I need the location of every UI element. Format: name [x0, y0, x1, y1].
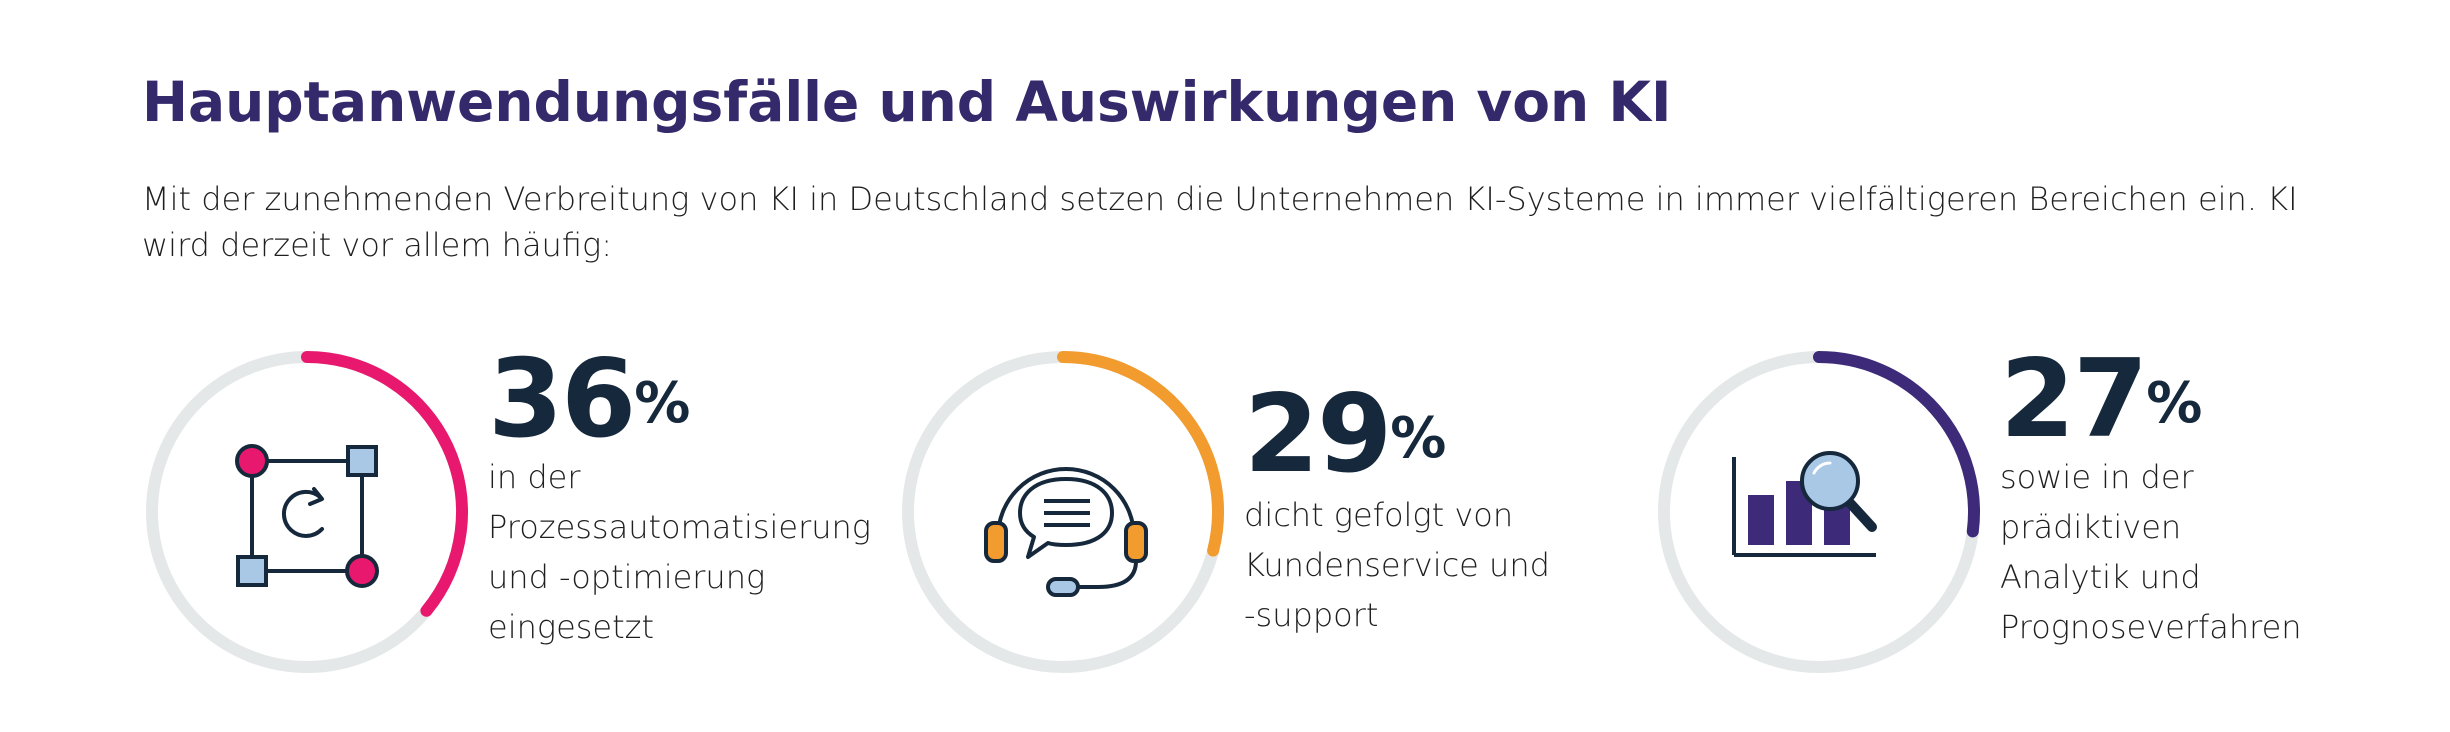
stat-number: 27: [2000, 337, 2148, 462]
stat-process-automation: 36% in der Prozessautomatisierung und -o…: [142, 0, 871, 732]
donut-ring: [1654, 347, 1984, 677]
stat-predictive-analytics: 27% sowie in der prädiktiven Analytik un…: [1654, 0, 2354, 732]
desc-line: Prozessautomatisierung: [488, 508, 871, 546]
desc-line: eingesetzt: [488, 608, 654, 646]
desc-line: und -optimierung: [488, 558, 766, 596]
desc-line: Prognoseverfahren: [2000, 608, 2302, 646]
donut-arc: [301, 351, 468, 617]
stat-description: in der Prozessautomatisierung und -optim…: [488, 452, 871, 652]
intro-text: Mit der zunehmenden Verbreitung von KI i…: [142, 180, 2298, 264]
desc-line: Kundenservice und: [1244, 546, 1550, 584]
desc-line: prädiktiven: [2000, 508, 2182, 546]
page-title: Hauptanwendungsfälle und Auswirkungen vo…: [142, 70, 1672, 134]
customer-service-headset-icon: [984, 467, 1148, 597]
stat-value: 27%: [2000, 345, 2202, 455]
stat-description: sowie in der prädiktiven Analytik und Pr…: [2000, 452, 2360, 652]
predictive-analytics-icon: [1732, 451, 1877, 557]
percent-sign: %: [1390, 406, 1447, 471]
stat-value: 36%: [488, 345, 690, 455]
donut-chart: [1658, 351, 1980, 673]
desc-line: Analytik und: [2000, 558, 2201, 596]
percent-sign: %: [2146, 371, 2203, 436]
donut-chart: [146, 351, 468, 673]
desc-line: sowie in der: [2000, 458, 2194, 496]
desc-line: in der: [488, 458, 581, 496]
stat-number: 36: [488, 337, 636, 462]
stat-description: dicht gefolgt von Kundenservice und -sup…: [1244, 490, 1604, 640]
donut-chart: [902, 351, 1224, 673]
stat-customer-service: 29% dicht gefolgt von Kundenservice und …: [898, 0, 1598, 732]
stat-value: 29%: [1244, 380, 1446, 490]
percent-sign: %: [634, 371, 691, 436]
donut-arc: [1057, 351, 1224, 557]
process-automation-icon: [235, 444, 379, 588]
stat-number: 29: [1244, 372, 1392, 497]
desc-line: -support: [1244, 596, 1379, 634]
donut-ring: [142, 347, 472, 677]
donut-arc: [1813, 351, 1980, 538]
desc-line: dicht gefolgt von: [1244, 496, 1514, 534]
donut-ring: [898, 347, 1228, 677]
